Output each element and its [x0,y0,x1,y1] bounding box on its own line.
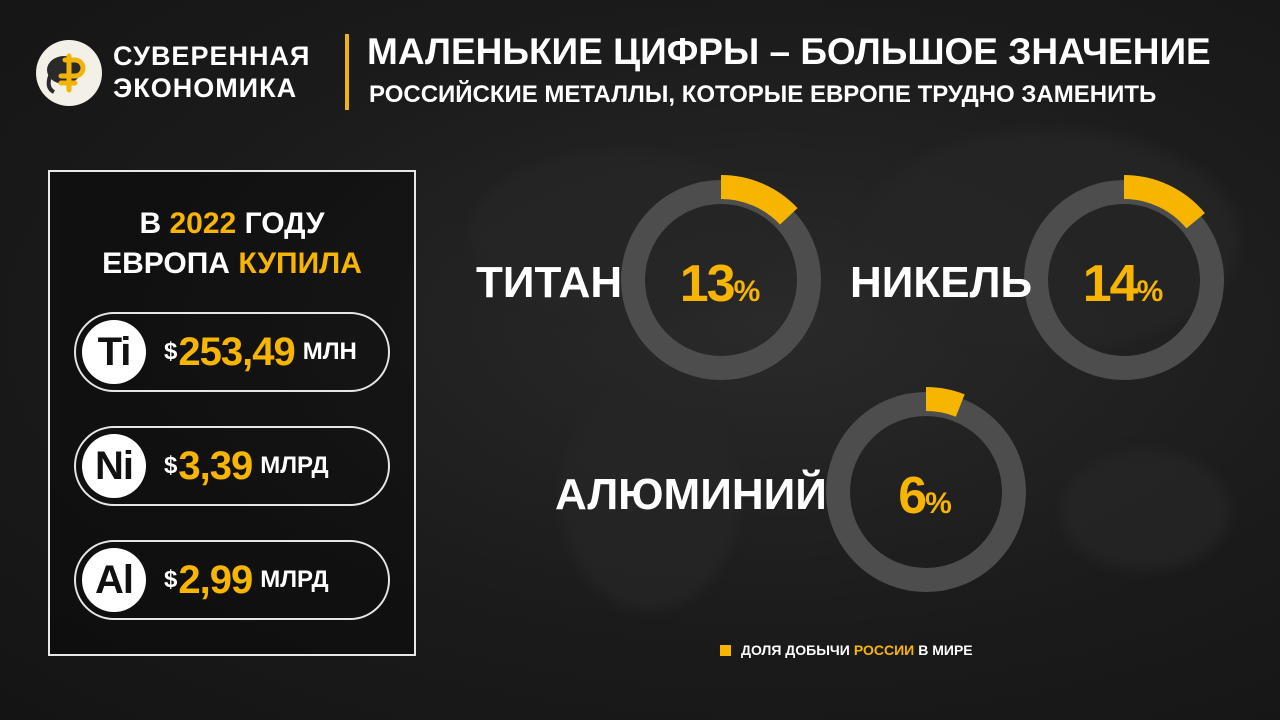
percent-sign: % [733,275,761,308]
background-map [560,380,740,610]
amount-unit: МЛРД [260,452,329,479]
heading-verb: КУПИЛА [238,247,362,280]
legend-swatch [720,644,731,656]
donut-label-titanium: ТИТАН [476,258,623,307]
import-amount: $ 2,99 МЛРД [164,542,329,618]
donut-slice-aluminium [926,387,965,417]
heading-subject: ЕВРОПА [102,247,230,280]
donut-slice-nickel [1124,175,1205,229]
ruble-mammoth-icon [46,53,86,94]
import-amount: $ 253,49 МЛН [164,314,357,390]
element-symbol-badge: Al [82,548,146,612]
donut-slice-titanium [721,175,798,225]
background-map [1060,450,1230,570]
amount-value: 3,39 [178,443,253,488]
heading-prefix: В [139,207,162,240]
amount-value: 2,99 [178,557,253,602]
import-item-nickel: Ni $ 3,39 МЛРД [74,426,390,506]
percent-sign: % [1136,275,1164,308]
percent-sign: % [925,487,952,520]
legend-suffix: В МИРЕ [918,642,973,658]
donut-percent-aluminium: 6% [865,466,985,526]
legend-prefix: ДОЛЯ ДОБЫЧИ [741,642,850,658]
currency-sign: $ [164,452,178,479]
donut-label-aluminium: АЛЮМИНИЙ [555,470,827,519]
percent-number: 6 [898,467,927,525]
amount-value: 253,49 [178,329,295,374]
percent-number: 13 [679,255,736,313]
page-title: МАЛЕНЬКИЕ ЦИФРЫ – БОЛЬШОЕ ЗНАЧЕНИЕ [367,31,1211,72]
brand-line-2: ЭКОНОМИКА [113,73,298,103]
donut-label-nickel: НИКЕЛЬ [850,258,1033,307]
element-symbol-badge: Ti [82,320,146,384]
heading-suffix: ГОДУ [244,207,325,240]
heading-year: 2022 [169,207,237,240]
donut-percent-titanium: 13% [660,254,780,314]
panel-heading: В 2022 ГОДУ ЕВРОПА КУПИЛА [50,204,414,284]
percent-number: 14 [1082,255,1139,313]
header-divider [345,34,349,110]
imports-panel: В 2022 ГОДУ ЕВРОПА КУПИЛА Ti $ 253,49 МЛ… [48,170,416,656]
background-map [470,150,770,320]
currency-sign: $ [164,566,178,593]
import-item-aluminium: Al $ 2,99 МЛРД [74,540,390,620]
brand-name: СУВЕРЕННАЯ ЭКОНОМИКА [113,40,310,104]
element-symbol-badge: Ni [82,434,146,498]
chart-legend: ДОЛЯ ДОБЫЧИ РОССИИ В МИРЕ [720,642,973,658]
import-item-titanium: Ti $ 253,49 МЛН [74,312,390,392]
brand-logo [36,40,102,106]
amount-unit: МЛРД [260,566,329,593]
legend-highlight: РОССИИ [853,642,915,658]
currency-sign: $ [164,338,178,365]
import-amount: $ 3,39 МЛРД [164,428,329,504]
donut-percent-nickel: 14% [1063,254,1183,314]
brand-line-1: СУВЕРЕННАЯ [113,41,311,71]
page-subtitle: РОССИЙСКИЕ МЕТАЛЛЫ, КОТОРЫЕ ЕВРОПЕ ТРУДН… [369,81,1157,108]
amount-unit: МЛН [302,338,357,365]
